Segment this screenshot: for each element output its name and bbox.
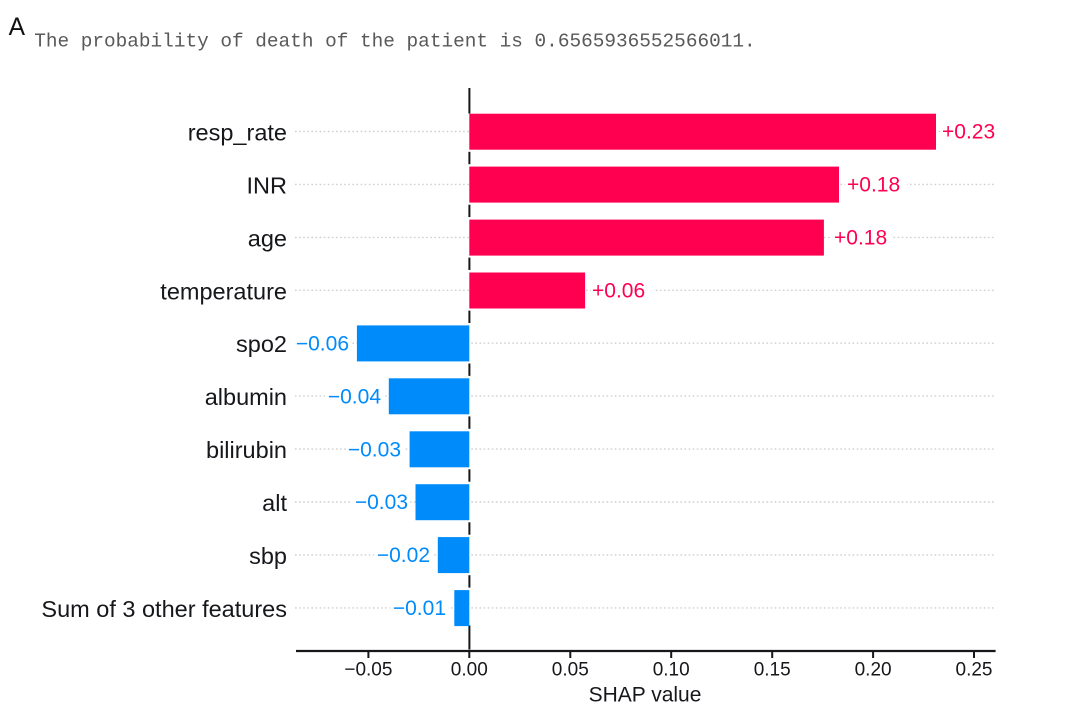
svg-text:A: A xyxy=(9,14,26,41)
svg-text:0.05: 0.05 xyxy=(552,660,589,681)
svg-text:INR: INR xyxy=(247,172,287,198)
svg-text:0.25: 0.25 xyxy=(956,660,993,681)
svg-text:0.15: 0.15 xyxy=(754,660,791,681)
svg-text:−0.05: −0.05 xyxy=(344,660,392,681)
svg-text:bilirubin: bilirubin xyxy=(206,437,287,463)
svg-text:age: age xyxy=(248,225,287,251)
svg-text:temperature: temperature xyxy=(160,278,287,304)
svg-text:resp_rate: resp_rate xyxy=(188,120,287,146)
svg-text:The probability of death of th: The probability of death of the patient … xyxy=(34,31,755,53)
svg-text:albumin: albumin xyxy=(205,384,287,410)
svg-text:+0.18: +0.18 xyxy=(834,227,887,250)
svg-text:+0.23: +0.23 xyxy=(942,121,995,144)
svg-text:spo2: spo2 xyxy=(236,331,287,357)
svg-text:SHAP value: SHAP value xyxy=(589,684,702,707)
svg-text:alt: alt xyxy=(262,490,287,516)
svg-text:+0.06: +0.06 xyxy=(592,280,645,303)
svg-text:0.10: 0.10 xyxy=(653,660,690,681)
svg-text:−0.01: −0.01 xyxy=(393,597,446,620)
svg-text:−0.04: −0.04 xyxy=(328,385,381,408)
svg-text:0.20: 0.20 xyxy=(855,660,892,681)
svg-text:−0.02: −0.02 xyxy=(377,544,430,567)
svg-text:sbp: sbp xyxy=(249,543,287,569)
svg-text:−0.03: −0.03 xyxy=(348,438,401,461)
svg-text:0.00: 0.00 xyxy=(451,660,488,681)
svg-text:+0.18: +0.18 xyxy=(847,174,900,197)
svg-text:−0.03: −0.03 xyxy=(355,491,408,514)
svg-text:−0.06: −0.06 xyxy=(296,332,349,355)
svg-text:Sum of 3 other features: Sum of 3 other features xyxy=(41,596,287,622)
